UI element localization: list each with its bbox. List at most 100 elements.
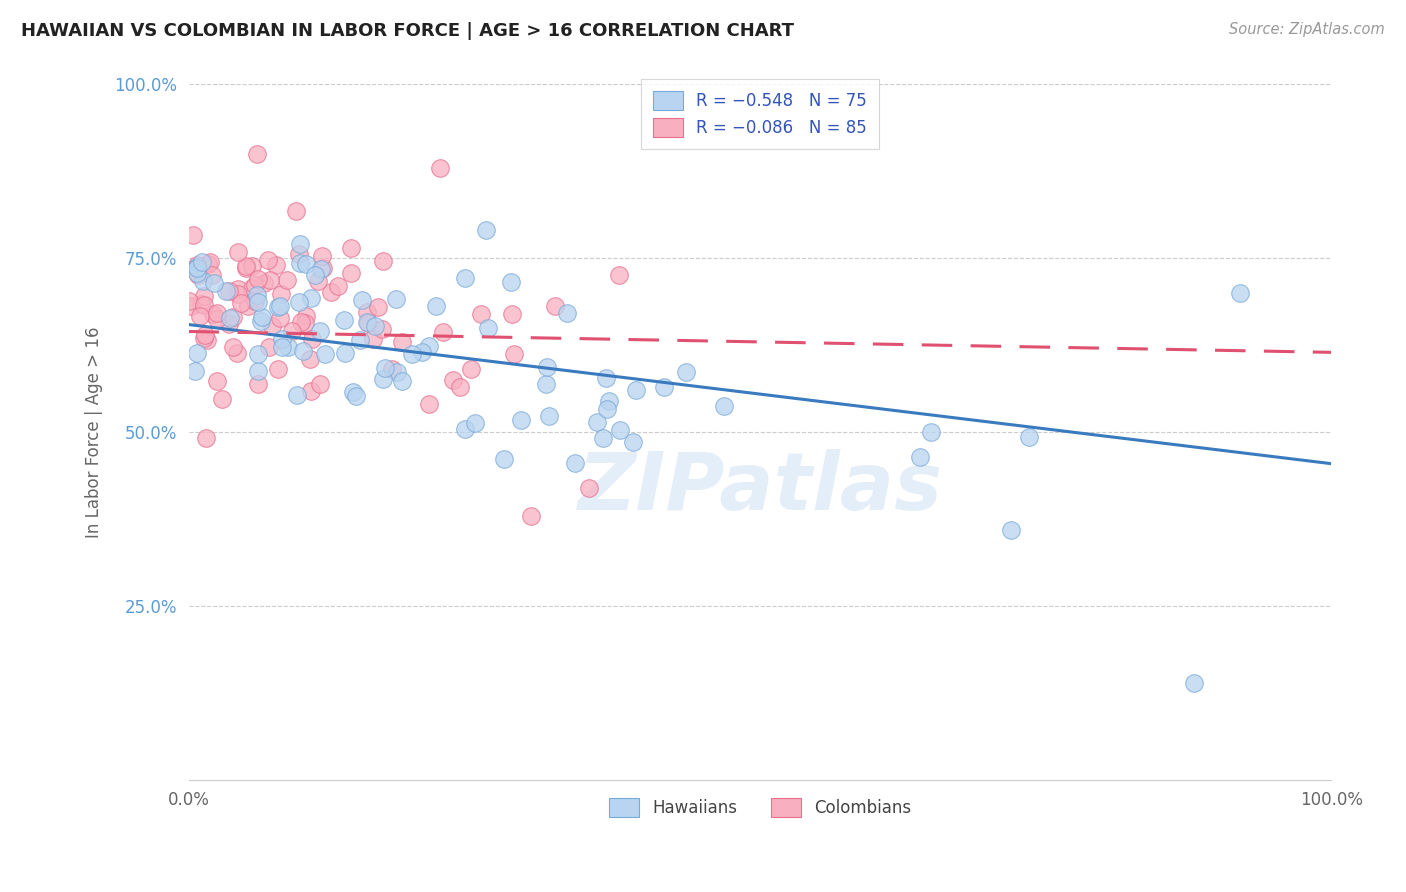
Point (534, 376, 557, 391)
Point (364, 319, 387, 334)
Point (432, 325, 454, 339)
Point (307, 274, 329, 288)
Point (454, 271, 477, 285)
Point (425, 299, 447, 313)
Point (295, 309, 318, 323)
Point (257, 252, 280, 267)
Point (211, 392, 233, 406)
Point (304, 268, 326, 282)
Point (609, 423, 631, 437)
Point (218, 317, 240, 331)
Point (218, 311, 240, 326)
Point (333, 346, 356, 360)
Point (207, 374, 229, 388)
Point (277, 340, 299, 354)
Point (311, 261, 333, 276)
Point (371, 321, 394, 335)
Point (193, 274, 215, 288)
Point (314, 347, 336, 361)
Point (190, 309, 212, 323)
Point (270, 340, 292, 354)
Point (449, 379, 471, 393)
Point (344, 389, 367, 403)
Point (555, 306, 578, 320)
Point (477, 320, 499, 334)
Point (544, 299, 567, 313)
Point (235, 260, 257, 274)
Point (247, 377, 270, 392)
Point (222, 340, 245, 354)
Point (333, 313, 356, 327)
Point (260, 319, 283, 334)
Point (205, 306, 228, 320)
Point (294, 316, 316, 330)
Point (271, 332, 294, 346)
Text: Source: ZipAtlas.com: Source: ZipAtlas.com (1229, 22, 1385, 37)
Point (509, 412, 531, 426)
Point (624, 383, 647, 397)
Point (340, 241, 363, 255)
Point (349, 333, 371, 347)
Point (311, 248, 333, 262)
Point (356, 305, 378, 319)
Point (225, 346, 247, 360)
Point (520, 508, 543, 523)
Point (202, 276, 225, 290)
Point (536, 359, 558, 374)
Point (246, 288, 269, 302)
Point (215, 284, 238, 298)
Point (1182, 676, 1205, 690)
Point (501, 307, 523, 321)
Point (197, 257, 219, 271)
Point (595, 371, 617, 385)
Point (184, 261, 207, 276)
Point (201, 307, 224, 321)
Point (299, 291, 322, 305)
Point (342, 384, 364, 399)
Point (266, 361, 288, 376)
Point (285, 388, 308, 402)
Point (183, 228, 205, 243)
Point (578, 481, 600, 495)
Point (247, 272, 270, 286)
Point (183, 364, 205, 378)
Point (920, 425, 942, 440)
Point (242, 259, 264, 273)
Point (246, 364, 269, 378)
Point (186, 260, 208, 275)
Point (190, 297, 212, 311)
Point (226, 282, 249, 296)
Point (259, 273, 281, 287)
Point (257, 339, 280, 353)
Point (288, 247, 311, 261)
Point (193, 331, 215, 345)
Point (385, 365, 408, 379)
Point (374, 361, 396, 376)
Point (652, 380, 675, 394)
Point (381, 362, 404, 376)
Point (585, 415, 607, 429)
Point (269, 310, 291, 325)
Point (235, 261, 257, 276)
Point (288, 256, 311, 270)
Point (470, 307, 492, 321)
Point (492, 451, 515, 466)
Point (373, 253, 395, 268)
Point (1000, 523, 1022, 537)
Point (218, 285, 240, 299)
Point (269, 299, 291, 313)
Point (186, 260, 208, 274)
Text: ZIPatlas: ZIPatlas (578, 449, 942, 527)
Legend: Hawaiians, Colombians: Hawaiians, Colombians (602, 791, 918, 824)
Point (238, 299, 260, 313)
Point (312, 260, 335, 275)
Point (299, 384, 322, 399)
Point (475, 223, 498, 237)
Point (264, 258, 287, 272)
Point (301, 332, 323, 346)
Point (908, 450, 931, 464)
Point (385, 292, 408, 306)
Point (186, 259, 208, 273)
Point (441, 373, 464, 387)
Text: HAWAIIAN VS COLOMBIAN IN LABOR FORCE | AGE > 16 CORRELATION CHART: HAWAIIAN VS COLOMBIAN IN LABOR FORCE | A… (21, 22, 794, 40)
